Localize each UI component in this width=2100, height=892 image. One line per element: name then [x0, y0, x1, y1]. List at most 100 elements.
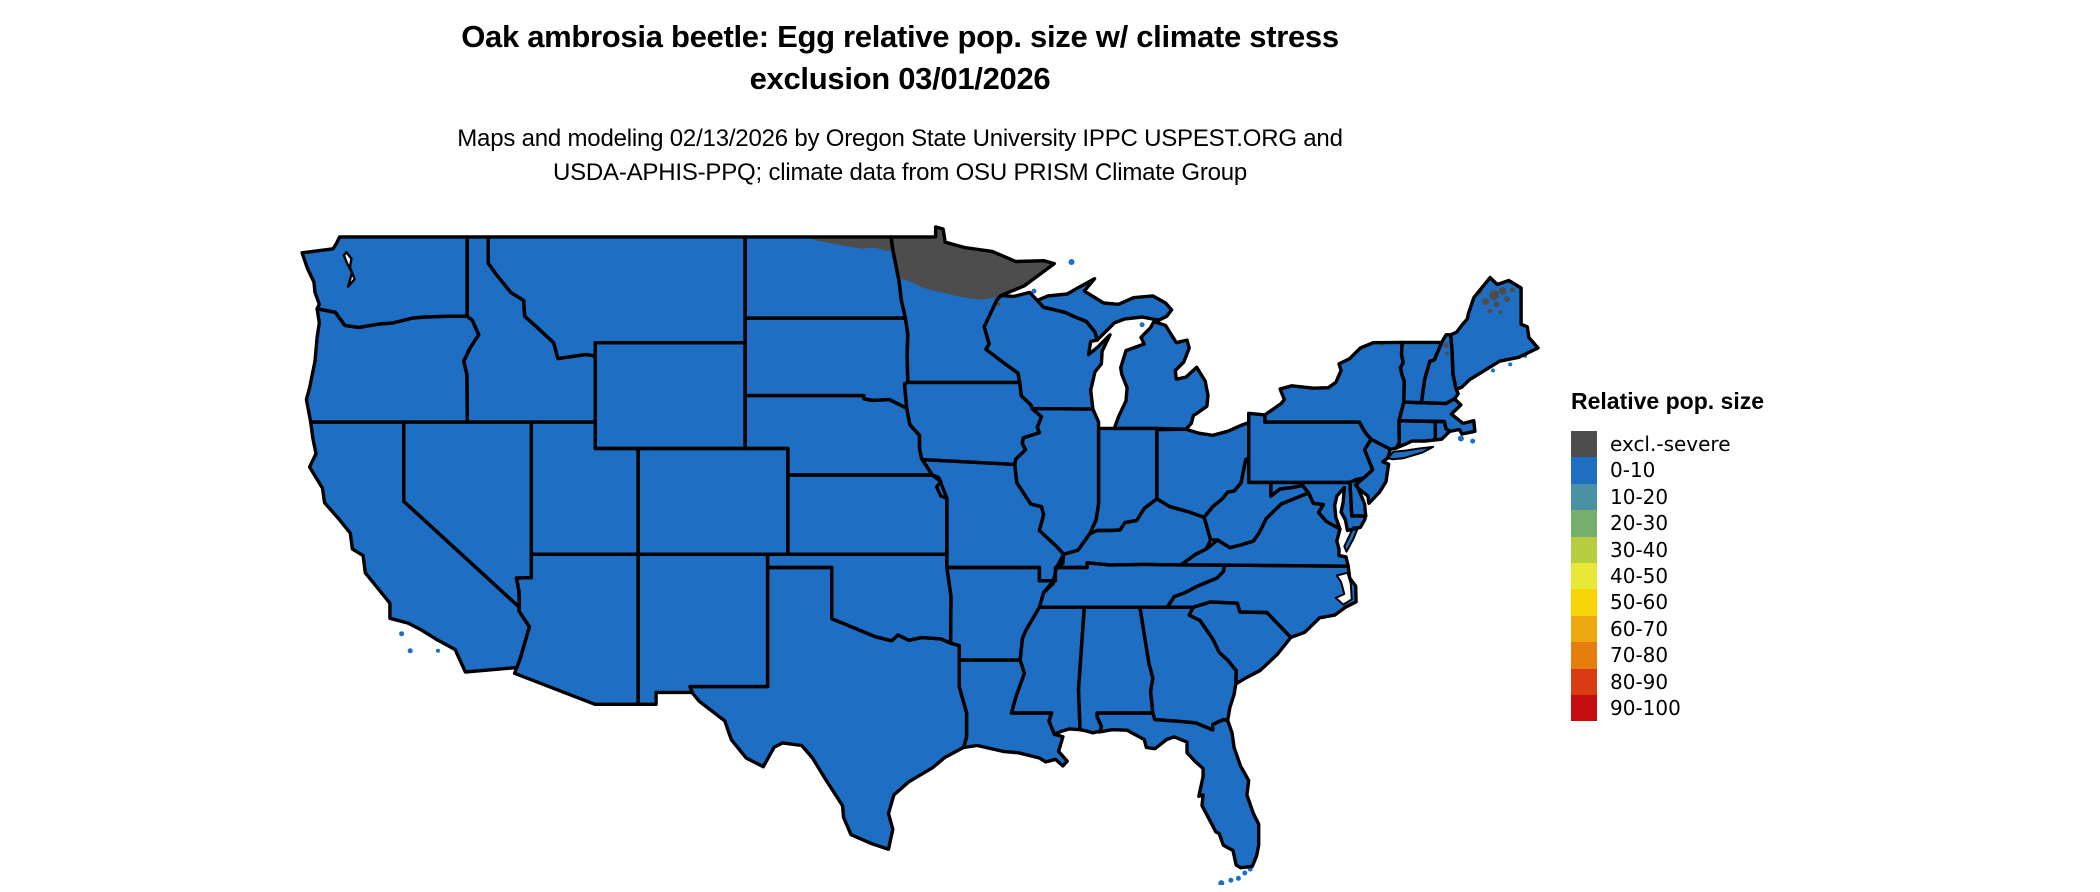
legend-label: 20-30: [1610, 511, 1669, 536]
state-ca: [309, 422, 530, 672]
state-va: [1181, 492, 1349, 567]
island-speck: [1242, 870, 1248, 876]
legend-label: excl.-severe: [1610, 432, 1731, 456]
legend-label: 50-60: [1610, 590, 1669, 615]
island-speck: [1235, 875, 1241, 881]
state-border-az: [512, 552, 640, 706]
legend-swatch: [1571, 615, 1597, 643]
state-co: [638, 448, 788, 555]
state-tn: [1039, 562, 1225, 608]
state-ga: [1139, 607, 1237, 730]
state-nd: [745, 236, 906, 319]
state-border-tx: [688, 565, 969, 851]
legend-label: 0-10: [1610, 458, 1656, 483]
island-speck: [1139, 322, 1145, 328]
us-choropleth-map: [300, 225, 1545, 885]
state-border-ms: [1009, 605, 1086, 736]
state-border-miup: [1035, 277, 1174, 342]
state-nc: [1167, 565, 1357, 638]
legend-swatch: [1571, 668, 1597, 695]
exclusion-speck: [1498, 287, 1507, 296]
exclusion-speck: [1498, 310, 1503, 315]
state-wa: [302, 236, 468, 328]
state-mt: [488, 236, 746, 359]
state-ms: [1011, 607, 1085, 735]
state-wi: [984, 292, 1110, 410]
legend-swatch: [1571, 457, 1597, 484]
state-ok: [767, 554, 951, 644]
island-speck: [1031, 288, 1037, 294]
figure-title: Oak ambrosia beetle: Egg relative pop. s…: [0, 16, 1800, 100]
exclusion-region-minnesota: [891, 226, 1055, 300]
us-map-svg: [300, 225, 1540, 885]
legend-label: 10-20: [1610, 484, 1669, 509]
exclusion-speck: [1489, 290, 1500, 301]
legend-label: 40-50: [1610, 563, 1669, 588]
state-border-fl: [1095, 711, 1261, 870]
state-li: [1387, 446, 1434, 460]
state-az: [514, 554, 639, 705]
island-speck: [407, 648, 413, 654]
state-md: [1270, 482, 1366, 531]
legend-item: 90-100: [1571, 694, 1901, 722]
exclusion-speck: [1482, 298, 1490, 306]
legend-item: 70-80: [1571, 642, 1901, 669]
state-pa: [1248, 413, 1373, 483]
legend-swatch: [1571, 536, 1597, 563]
island-speck: [1068, 259, 1075, 265]
state-ia: [904, 382, 1042, 465]
legend-item: 50-60: [1571, 589, 1901, 616]
state-nv: [403, 422, 532, 608]
map-legend: Relative pop. size excl.-severe 0-10 10-20…: [1571, 388, 1901, 722]
state-ne: [745, 395, 933, 475]
state-wv: [1204, 458, 1309, 548]
state-milp: [1114, 321, 1208, 430]
state-border-milp: [1112, 319, 1210, 431]
state-or: [306, 308, 479, 423]
legend-item: excl.-severe: [1571, 431, 1901, 458]
exclusion-speck: [1509, 287, 1515, 293]
island-speck: [1491, 368, 1495, 373]
legend-item: 30-40: [1571, 536, 1901, 563]
state-de: [1349, 479, 1366, 516]
state-border-vaes: [1343, 526, 1360, 553]
island-speck: [1218, 880, 1225, 885]
legend-item: 60-70: [1571, 615, 1901, 643]
state-border-me: [1449, 275, 1540, 391]
legend-rows: excl.-severe 0-10 10-20 20-30 30-40 40-50 50-6…: [1571, 431, 1901, 722]
exclusion-region-north-dakota: [806, 236, 893, 252]
legend-swatch: [1571, 431, 1597, 458]
state-vt: [1400, 342, 1442, 403]
subtitle-line-2: USDA-APHIS-PPQ; climate data from OSU PR…: [552, 159, 1248, 186]
state-id: [463, 236, 596, 423]
state-sd: [745, 318, 908, 409]
island-speck: [1457, 435, 1464, 442]
state-fl: [1097, 713, 1259, 868]
subtitle-line-1: Maps and modeling 02/13/2026 by Oregon S…: [457, 125, 1343, 152]
puget-sound: [342, 251, 356, 288]
state-border-oh: [1155, 420, 1251, 519]
legend-swatch: [1571, 483, 1597, 511]
state-nm: [638, 554, 768, 705]
legend-item: 40-50: [1571, 562, 1901, 590]
legend-label: 90-100: [1610, 695, 1681, 720]
legend-swatch: [1571, 642, 1597, 669]
legend-swatch: [1571, 510, 1597, 537]
state-miup: [1037, 278, 1172, 341]
island-speck: [1470, 438, 1476, 444]
state-mo: [922, 459, 1064, 581]
state-nh: [1421, 334, 1459, 404]
island-speck: [436, 648, 440, 653]
legend-swatch: [1571, 562, 1597, 590]
state-in: [1089, 428, 1157, 534]
state-ks: [787, 475, 947, 555]
exclusion-speck: [1504, 296, 1510, 303]
state-wy: [595, 342, 746, 449]
legend-label: 60-70: [1610, 616, 1669, 641]
state-ct: [1396, 420, 1436, 448]
exclusion-speck: [1443, 342, 1449, 348]
legend-item: 80-90: [1571, 668, 1901, 695]
pamlico-sound: [1334, 571, 1353, 606]
legend-swatch: [1571, 694, 1597, 722]
